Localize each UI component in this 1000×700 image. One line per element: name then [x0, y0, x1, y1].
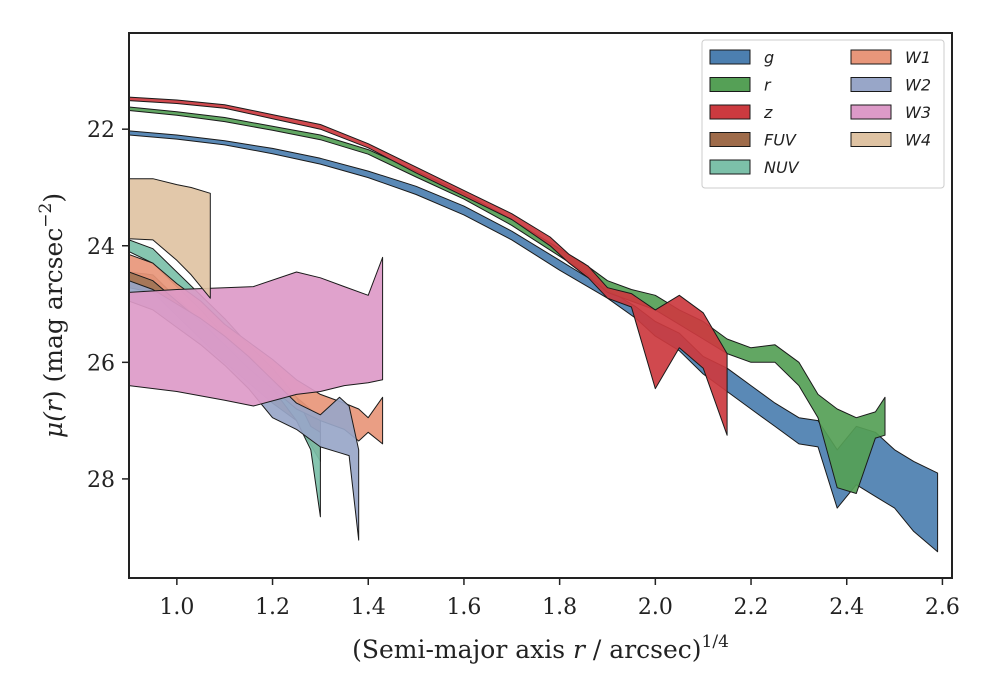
x-tick-label: 1.6	[446, 595, 481, 620]
legend-label-w4: W4	[905, 131, 931, 150]
y-tick-label: 24	[87, 235, 115, 260]
legend-label-z: z	[763, 103, 773, 122]
legend-label-w2: W2	[905, 76, 931, 95]
legend-swatch-w4	[850, 132, 892, 147]
legend-label-g: g	[764, 48, 774, 67]
band-w3	[129, 256, 384, 407]
legend-label-w1: W1	[905, 48, 931, 67]
y-axis-label: μ(r) (mag arcsec−2)	[36, 193, 68, 438]
band-g	[129, 130, 939, 553]
x-axis-label: (Semi-major axis r / arcsec)1/4	[352, 632, 729, 664]
legend-swatch-nuv	[709, 159, 751, 175]
legend-swatch-fuv	[709, 132, 751, 147]
legend-swatch-w1	[850, 49, 892, 65]
legend: grz FUV NUV W1 W2 W3 W4	[701, 39, 945, 189]
band-w4	[129, 178, 211, 299]
legend-swatch-w2	[850, 77, 892, 92]
legend-label-r: r	[764, 76, 772, 95]
legend-label-w3: W3	[905, 103, 931, 122]
plot-frame	[128, 32, 953, 579]
legend-label-fuv: FUV	[764, 131, 797, 150]
x-tick-label: 2.0	[638, 595, 673, 620]
legend-swatch-z	[709, 104, 751, 120]
x-tick-label: 1.8	[542, 595, 577, 620]
band-z	[129, 96, 728, 436]
x-tick-label: 1.4	[351, 595, 386, 620]
x-tick-label: 2.6	[925, 595, 960, 620]
x-tick-label: 1.0	[159, 595, 194, 620]
x-axis-ticks: 1.0 1.2 1.4 1.6 1.8 2.0 2.2 2.4 2.6	[159, 578, 960, 620]
legend-swatch-g	[709, 49, 751, 65]
profile-bands	[129, 96, 939, 553]
legend-swatch-r	[709, 77, 751, 92]
y-tick-label: 22	[87, 118, 115, 143]
y-axis-ticks: 22 24 26 28	[87, 118, 129, 493]
x-tick-label: 2.2	[734, 595, 769, 620]
y-tick-label: 26	[87, 351, 115, 376]
legend-label-nuv: NUV	[764, 158, 800, 177]
y-tick-label: 28	[87, 468, 115, 493]
x-tick-label: 1.2	[255, 595, 290, 620]
legend-swatch-w3	[850, 104, 892, 120]
x-tick-label: 2.4	[829, 595, 864, 620]
